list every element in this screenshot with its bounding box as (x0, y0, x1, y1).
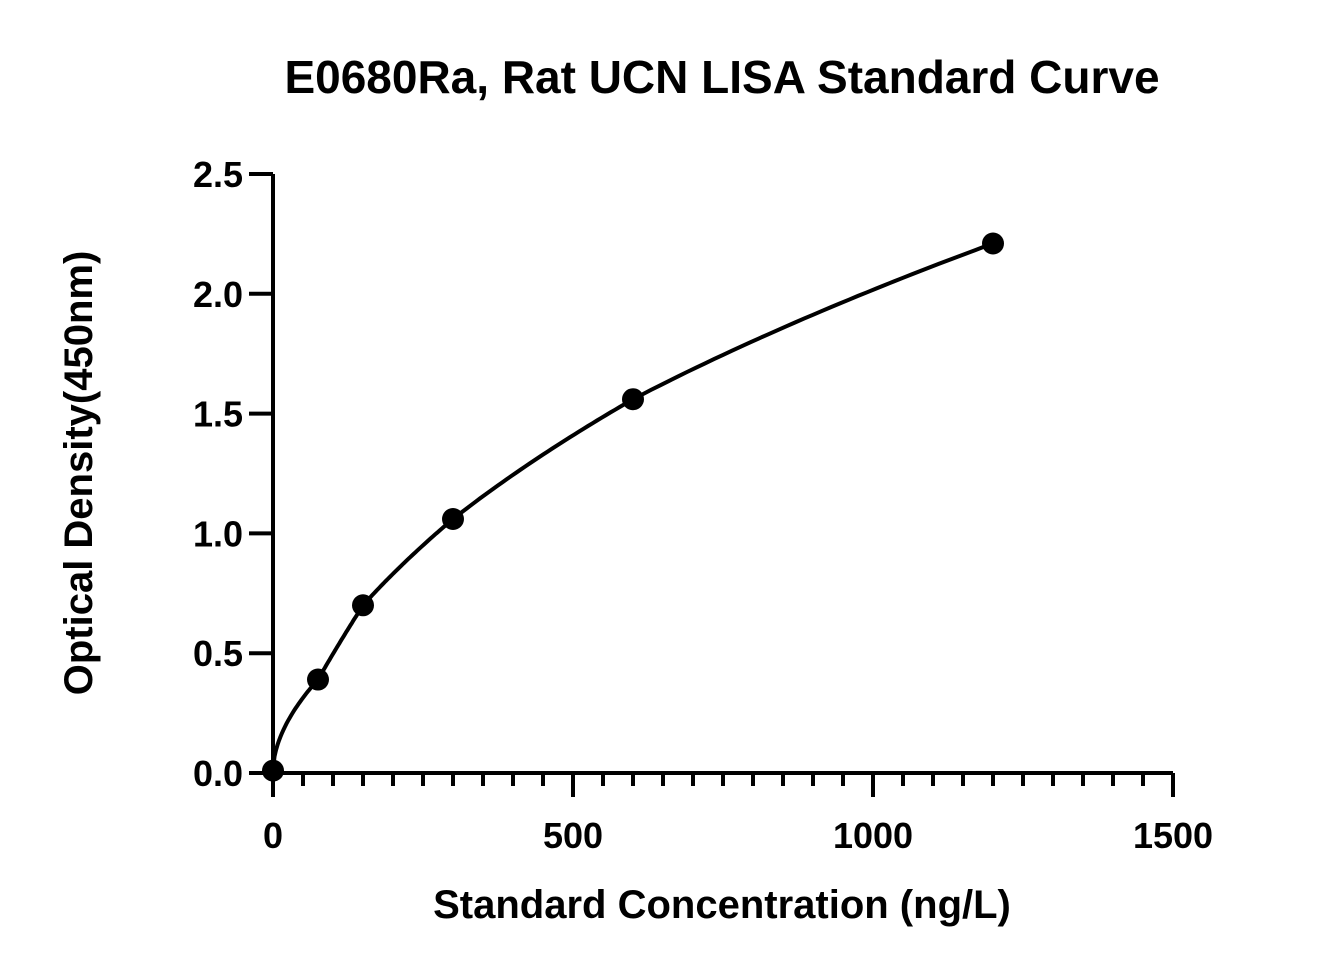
y-axis-label: Optical Density(450nm) (57, 251, 101, 696)
x-axis-label: Standard Concentration (ng/L) (433, 883, 1011, 927)
chart-title: E0680Ra, Rat UCN LISA Standard Curve (284, 51, 1159, 103)
fit-curve (271, 241, 994, 771)
x-tick-label: 500 (543, 815, 603, 856)
data-point (307, 668, 329, 691)
x-tick-label: 0 (263, 815, 283, 856)
data-point (982, 232, 1004, 255)
data-point (262, 759, 284, 782)
data-points-layer (262, 232, 1004, 782)
y-tick-label: 0.0 (193, 753, 243, 794)
data-point (442, 508, 464, 531)
axes (271, 174, 1173, 775)
y-tick-label: 0.5 (193, 633, 243, 674)
ticks (249, 172, 1175, 797)
fit-curve-layer (271, 241, 994, 771)
x-tick-label: 1500 (1133, 815, 1213, 856)
y-tick-label: 1.0 (193, 513, 243, 554)
y-tick-label: 2.5 (193, 154, 243, 195)
y-tick-label: 1.5 (193, 394, 243, 435)
x-tick-label: 1000 (833, 815, 913, 856)
y-tick-label: 2.0 (193, 274, 243, 315)
data-point (622, 388, 644, 411)
tick-labels: 0.0 0.5 1.0 1.5 2.0 2.5 0 500 1000 1500 (193, 154, 1213, 856)
data-point (352, 594, 374, 617)
